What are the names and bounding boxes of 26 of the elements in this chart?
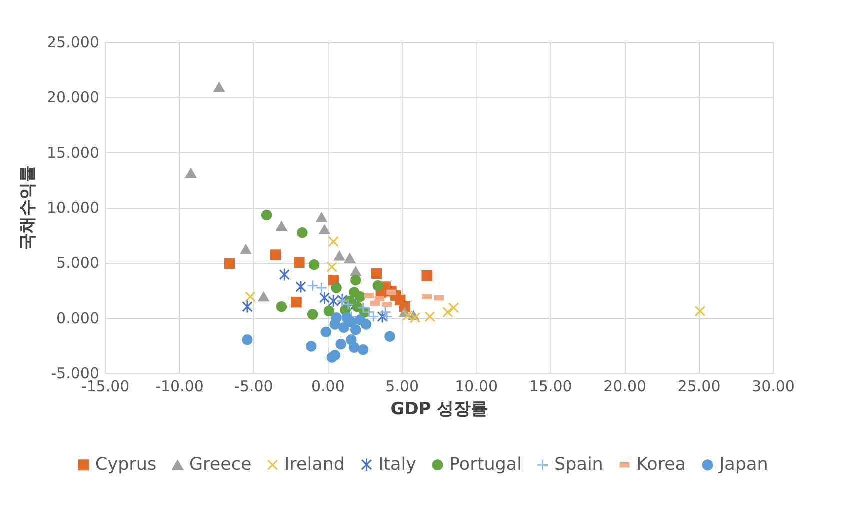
x-tick-label: 15.00 bbox=[529, 378, 572, 396]
x-tick-label: -10.00 bbox=[156, 378, 204, 396]
y-tick-label: 5.000 bbox=[56, 254, 100, 272]
y-tick-label: 0.000 bbox=[56, 309, 100, 328]
x-tick-label: 30.00 bbox=[752, 378, 795, 396]
legend-label: Ireland bbox=[284, 455, 346, 476]
x-axis-title: GDP 성장률 bbox=[390, 400, 488, 420]
x-tick-label: 25.00 bbox=[678, 378, 721, 396]
legend-label: Japan bbox=[718, 455, 768, 476]
y-tick-label: 15.000 bbox=[47, 144, 100, 162]
legend-label: Korea bbox=[636, 455, 686, 476]
x-tick-label: 10.00 bbox=[455, 378, 498, 396]
y-tick-label: 10.000 bbox=[47, 199, 100, 217]
y-tick-label: 25.000 bbox=[47, 34, 100, 52]
legend-label: Italy bbox=[378, 454, 416, 475]
x-tick-label: -15.00 bbox=[81, 378, 130, 396]
x-tick-label: -5.00 bbox=[234, 378, 274, 396]
legend-label: Greece bbox=[190, 455, 252, 476]
x-tick-label: 0.00 bbox=[311, 378, 345, 396]
x-tick-label: 5.00 bbox=[386, 378, 420, 396]
legend-label: Portugal bbox=[450, 455, 522, 476]
x-tick-label: 20.00 bbox=[604, 378, 647, 396]
legend-label: Cyprus bbox=[96, 455, 157, 476]
legend-label: Spain bbox=[554, 455, 604, 476]
y-tick-label: 20.000 bbox=[47, 88, 100, 107]
y-axis-title: 국채수익률 bbox=[18, 166, 38, 250]
